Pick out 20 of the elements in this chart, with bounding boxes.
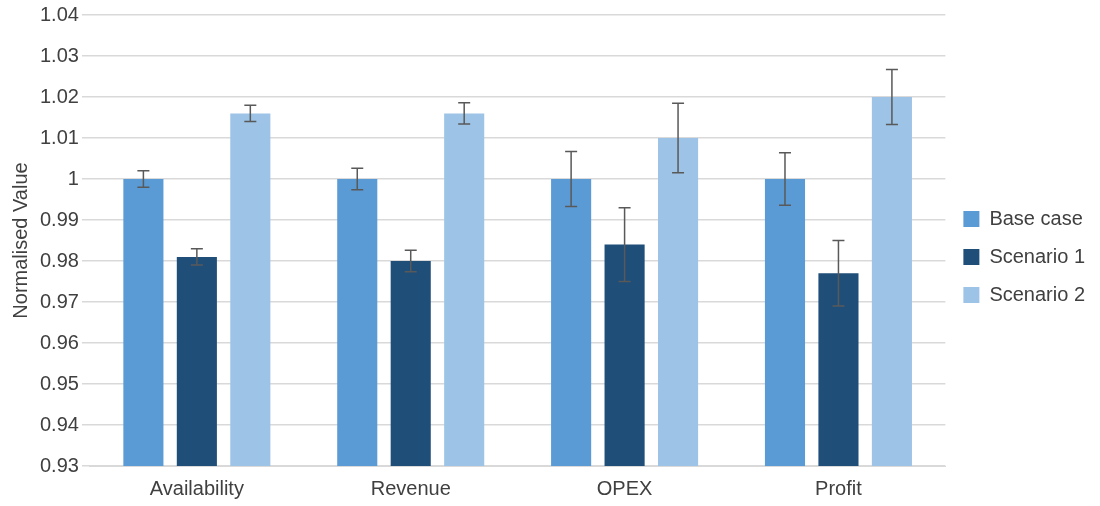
legend-label: Scenario 2	[989, 282, 1086, 305]
y-tick-label: 0.96	[39, 330, 79, 353]
legend-label: Base case	[989, 206, 1083, 229]
y-tick-label: 0.98	[39, 248, 79, 271]
y-tick-label: 1	[67, 166, 79, 189]
x-tick-label: OPEX	[596, 476, 653, 499]
x-tick-label: Availability	[149, 476, 244, 499]
legend-label: Scenario 1	[989, 244, 1086, 267]
y-tick-label: 0.99	[39, 207, 79, 230]
y-tick-label: 0.95	[39, 371, 79, 394]
y-tick-label: 0.94	[39, 412, 79, 435]
x-tick-label: Revenue	[370, 476, 451, 499]
x-tick-label: Profit	[815, 476, 863, 499]
y-tick-label: 1.04	[39, 2, 79, 25]
y-axis-title: Normalised Value	[8, 162, 31, 319]
y-tick-label: 1.02	[39, 84, 79, 107]
y-tick-label: 1.01	[39, 125, 79, 148]
y-tick-label: 0.93	[39, 453, 79, 476]
y-tick-label: 1.03	[39, 43, 79, 66]
y-tick-label: 0.97	[39, 289, 79, 312]
